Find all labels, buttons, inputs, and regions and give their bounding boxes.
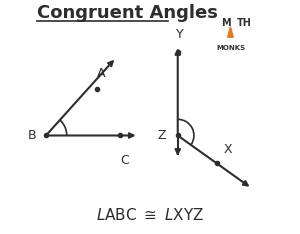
Text: A: A [97, 67, 106, 80]
Text: M: M [221, 18, 231, 28]
Polygon shape [228, 27, 233, 37]
Text: X: X [224, 143, 232, 156]
Text: Congruent Angles: Congruent Angles [37, 4, 218, 22]
Text: $\mathit{L}$ABC $\cong$ $\mathit{L}$XYZ: $\mathit{L}$ABC $\cong$ $\mathit{L}$XYZ [96, 207, 204, 223]
Text: MONKS: MONKS [216, 45, 245, 51]
Text: Z: Z [158, 129, 166, 142]
Text: C: C [120, 154, 129, 167]
Text: TH: TH [237, 18, 252, 28]
Text: Y: Y [176, 28, 184, 41]
Text: B: B [28, 129, 37, 142]
